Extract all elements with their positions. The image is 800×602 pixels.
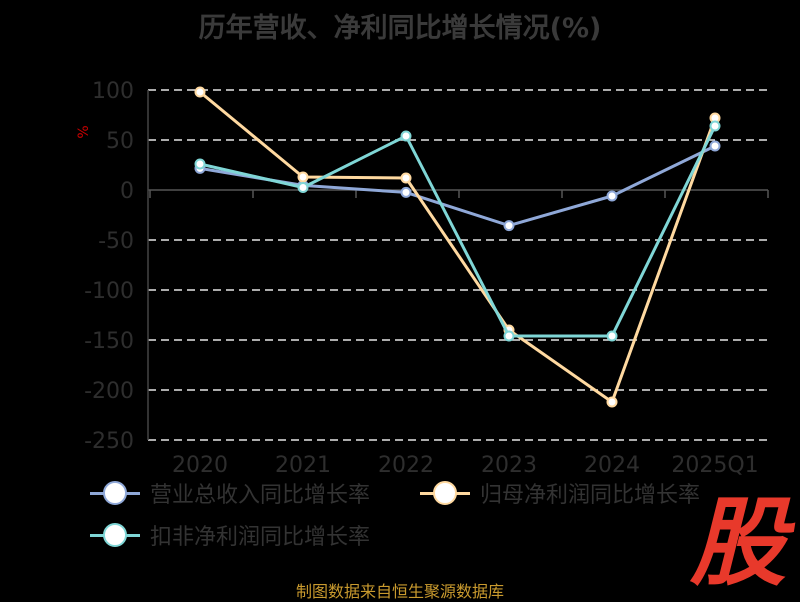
legend-label: 扣非净利润同比增长率 — [150, 525, 371, 550]
series-1-point — [606, 190, 618, 202]
series-3-point — [194, 158, 206, 170]
logo: 股 — [690, 486, 786, 599]
series-1-point — [400, 186, 412, 198]
x-tick-label: 2021 — [275, 453, 331, 478]
series-3-point — [606, 330, 618, 342]
grid-layer — [148, 89, 768, 441]
series-2-point — [400, 172, 412, 184]
x-tick-label: 2023 — [481, 453, 537, 478]
series-line-1 — [199, 144, 716, 228]
series-line-3 — [199, 125, 717, 338]
y-tick-label: 0 — [120, 179, 134, 204]
series-2-point — [606, 396, 618, 408]
x-tick-label: 2020 — [172, 453, 228, 478]
legend-item-1[interactable]: 营业总收入同比增长率 — [90, 478, 370, 508]
series-2-point — [194, 86, 206, 98]
series-2-point — [297, 171, 309, 183]
y-tick-label: -250 — [84, 429, 134, 454]
y-axis-label: % — [76, 125, 92, 138]
series-line-2 — [199, 90, 717, 404]
series-3-point — [709, 120, 721, 132]
y-tick-label: -200 — [84, 379, 134, 404]
x-tick-label: 2024 — [584, 453, 640, 478]
y-tick-label: -150 — [84, 329, 134, 354]
x-tick-label: 2022 — [378, 453, 434, 478]
legend-item-2[interactable]: 归母净利润同比增长率 — [420, 478, 700, 508]
legend-marker-icon — [420, 478, 470, 508]
y-tick-label: 100 — [92, 79, 134, 104]
series-3-point — [503, 330, 515, 342]
x-tick-label: 2025Q1 — [671, 453, 758, 478]
legend-marker-icon — [90, 478, 140, 508]
series-1-point — [709, 140, 721, 152]
legend-label: 营业总收入同比增长率 — [150, 483, 371, 508]
y-tick-label: -100 — [84, 279, 134, 304]
y-tick-label: 50 — [106, 129, 134, 154]
legend-label: 归母净利润同比增长率 — [480, 483, 701, 508]
series-1-point — [503, 220, 515, 232]
series-layer — [194, 86, 721, 408]
chart-title: 历年营收、净利同比增长情况(%) — [198, 13, 602, 44]
y-tick-label: -50 — [98, 229, 134, 254]
legend-marker-icon — [90, 520, 140, 550]
series-3-point — [400, 130, 412, 142]
axis-layer: 100 50 0 -50 -100 -150 -200 -250 2020 2021 2022 202… — [84, 79, 769, 478]
legend-item-3[interactable]: 扣非净利润同比增长率 — [90, 520, 370, 550]
series-3-point — [297, 182, 309, 193]
source-note: 制图数据来自恒生聚源数据库 — [295, 582, 504, 601]
